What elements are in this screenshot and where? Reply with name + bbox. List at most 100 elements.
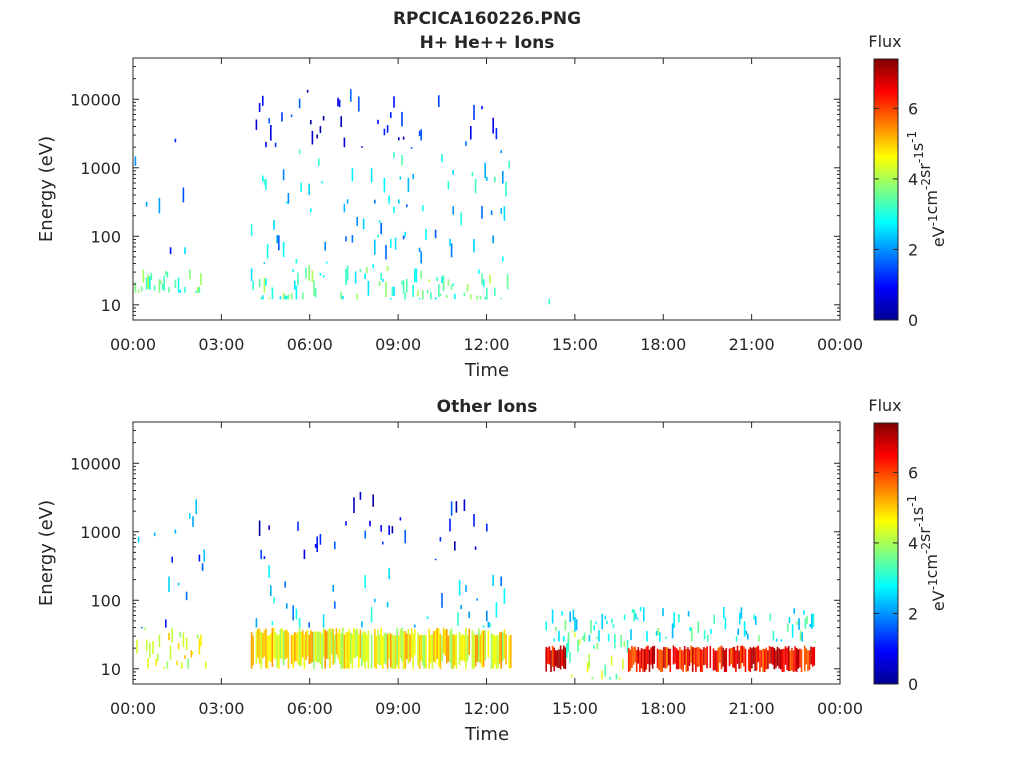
- flux-cell: [673, 612, 675, 628]
- flux-cell: [466, 283, 469, 292]
- flux-cell: [303, 549, 306, 559]
- flux-cell: [420, 270, 422, 279]
- flux-cell: [359, 269, 362, 273]
- flux-cell: [168, 576, 170, 592]
- x-tick-label: 06:00: [287, 699, 333, 718]
- flux-cell: [506, 274, 509, 290]
- flux-cell: [786, 647, 788, 671]
- x-tick-label: 00:00: [817, 335, 863, 354]
- flux-cell: [187, 658, 189, 669]
- flux-cell: [607, 633, 610, 642]
- flux-cell: [457, 612, 459, 626]
- flux-cell: [434, 229, 437, 239]
- flux-cell: [502, 632, 504, 662]
- flux-cell: [425, 229, 427, 240]
- flux-cell: [655, 630, 658, 636]
- flux-cell: [495, 635, 498, 669]
- flux-cell: [460, 635, 462, 661]
- flux-cell: [297, 521, 299, 531]
- flux-cell: [313, 631, 315, 669]
- flux-cell: [182, 187, 185, 203]
- flux-cell: [327, 629, 330, 660]
- flux-cell: [556, 650, 559, 668]
- flux-cell: [482, 279, 485, 288]
- flux-cell: [690, 645, 692, 663]
- flux-cell: [184, 655, 186, 659]
- flux-cell: [165, 619, 167, 628]
- flux-cell: [393, 286, 395, 297]
- flux-cell: [495, 128, 498, 140]
- flux-cell: [481, 273, 483, 285]
- flux-cell: [401, 111, 403, 127]
- flux-cell: [645, 646, 648, 670]
- flux-cell: [593, 625, 595, 631]
- y-tick-label: 100: [90, 591, 121, 610]
- flux-cell: [418, 247, 421, 253]
- flux-cell: [322, 614, 325, 628]
- flux-cell: [779, 649, 782, 670]
- flux-cell: [503, 206, 506, 221]
- flux-cell: [730, 648, 732, 665]
- flux-cell: [305, 631, 307, 660]
- flux-cell: [680, 649, 683, 670]
- x-tick-label: 00:00: [110, 335, 156, 354]
- flux-cell: [446, 295, 448, 298]
- flux-cell: [372, 264, 374, 268]
- flux-cell: [591, 676, 594, 680]
- flux-cell: [177, 642, 180, 650]
- flux-cell: [675, 648, 678, 670]
- flux-cell: [814, 641, 816, 643]
- flux-cell: [430, 292, 432, 300]
- flux-cell: [354, 629, 357, 659]
- flux-cell: [136, 639, 138, 654]
- flux-cell: [184, 247, 186, 255]
- flux-cell: [735, 650, 737, 672]
- flux-cell: [386, 265, 389, 271]
- flux-cell: [314, 631, 317, 662]
- flux-cell: [791, 624, 794, 638]
- flux-cell: [463, 292, 466, 297]
- flux-cell: [682, 650, 684, 672]
- flux-cell: [455, 501, 458, 513]
- flux-cell: [281, 628, 283, 659]
- flux-cell: [399, 517, 402, 521]
- flux-cell: [783, 648, 785, 672]
- flux-cell: [260, 297, 262, 300]
- flux-cell: [436, 627, 438, 659]
- flux-cell: [753, 614, 755, 620]
- flux-cell: [671, 623, 674, 639]
- flux-cell: [795, 648, 798, 672]
- flux-cell: [308, 622, 310, 628]
- flux-cell: [558, 630, 560, 642]
- y-axis-label: Energy (eV): [36, 136, 57, 242]
- flux-cell: [505, 634, 507, 665]
- flux-cell: [334, 634, 336, 664]
- flux-cell: [642, 648, 644, 672]
- flux-cell: [478, 269, 480, 274]
- flux-cell: [378, 280, 381, 286]
- flux-cell: [703, 629, 706, 640]
- flux-cell: [166, 661, 169, 669]
- flux-cell: [158, 634, 161, 648]
- flux-cell: [361, 633, 363, 667]
- flux-cell: [324, 241, 326, 251]
- flux-cell: [372, 494, 374, 507]
- flux-cell: [297, 272, 299, 286]
- flux-cell: [545, 647, 547, 672]
- flux-cell: [268, 525, 270, 530]
- flux-cell: [636, 617, 639, 620]
- flux-cell: [473, 633, 475, 669]
- flux-cell: [479, 295, 482, 300]
- flux-cell: [319, 631, 322, 665]
- flux-cell: [179, 290, 181, 293]
- flux-cell: [134, 282, 137, 293]
- flux-cell: [590, 620, 592, 634]
- flux-cell: [396, 628, 398, 666]
- flux-cell: [765, 647, 768, 670]
- colorbar-title: Flux: [868, 32, 901, 51]
- flux-cell: [311, 270, 314, 282]
- flux-cell: [471, 172, 474, 177]
- flux-cell: [484, 297, 486, 300]
- flux-cell: [431, 634, 434, 669]
- flux-cell: [271, 621, 274, 626]
